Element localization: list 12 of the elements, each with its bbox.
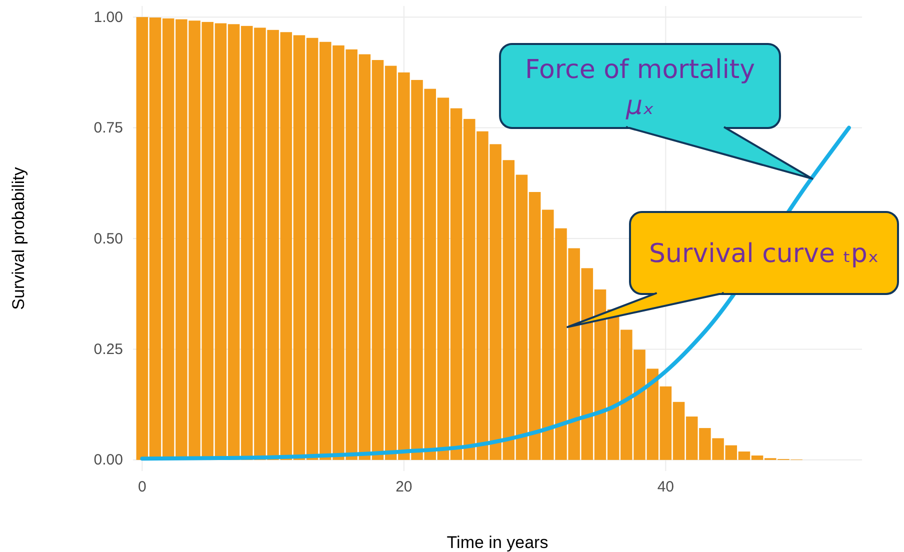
y-tick-label: 0.50 (94, 230, 123, 248)
x-tick-label: 20 (396, 478, 412, 496)
y-tick-label: 0.25 (94, 341, 123, 358)
x-tick-label: 0 (138, 478, 146, 496)
annotation: Survival curve ₜpₓ (649, 239, 879, 269)
y-tick-label: 0.75 (94, 120, 123, 137)
x-tick-label: 40 (657, 478, 674, 496)
y-tick-label: 1.00 (94, 8, 123, 26)
annotation: Force of mortality μₓ (524, 55, 756, 121)
y-axis-title: Survival probability (9, 166, 28, 310)
y-tick-label: 0.00 (94, 452, 123, 469)
x-axis-title: Time in years (446, 533, 548, 552)
